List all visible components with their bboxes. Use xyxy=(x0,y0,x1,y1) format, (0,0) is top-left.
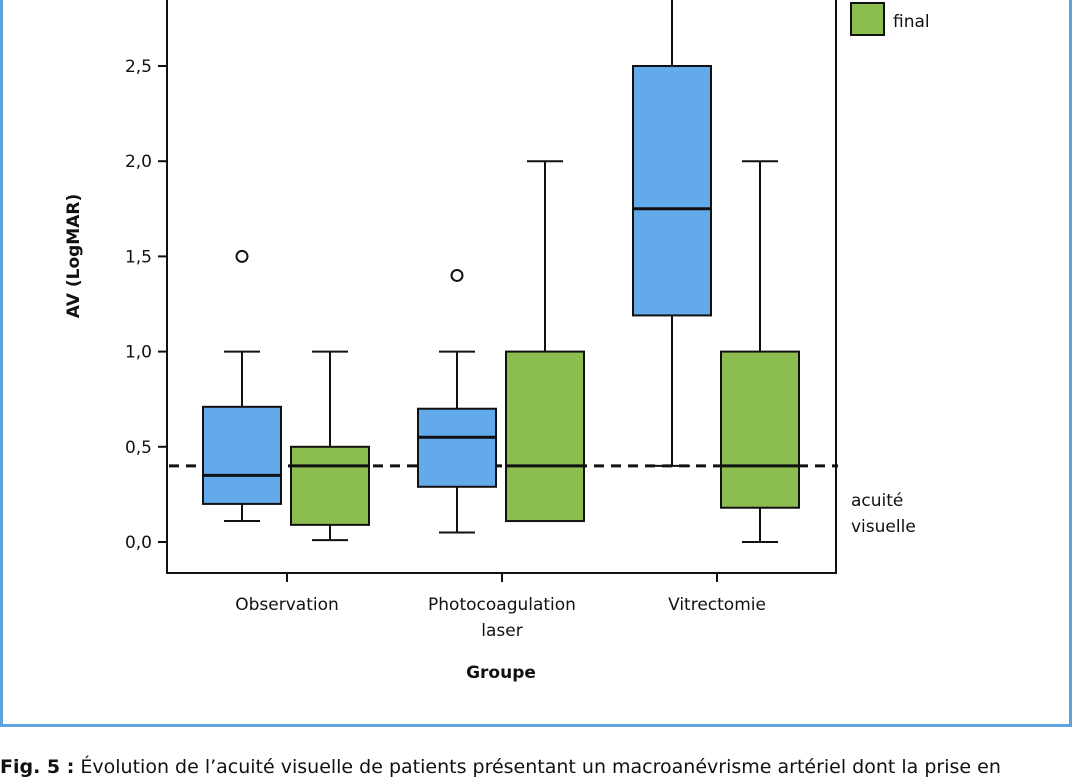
y-axis-title: AV (LogMAR) xyxy=(64,194,84,318)
x-tick-label: Vitrectomie xyxy=(668,595,766,615)
outlier-point xyxy=(235,249,249,263)
box-final-2 xyxy=(505,160,585,523)
x-axis-title: Groupe xyxy=(466,663,536,683)
caption-text: Évolution de l’acuité visuelle de patien… xyxy=(74,756,1001,778)
box-series1-3 xyxy=(632,0,712,467)
legend-label-final: final xyxy=(893,12,930,32)
y-tick-label: 2,5 xyxy=(125,57,152,77)
reference-label-line: visuelle xyxy=(851,517,916,537)
y-tick-label: 1,0 xyxy=(125,343,152,363)
x-tick-label-line: Vitrectomie xyxy=(668,595,766,615)
box-iqr xyxy=(417,407,497,488)
caption-prefix: Fig. 5 : xyxy=(0,756,75,778)
box-iqr xyxy=(505,350,585,523)
box-series1-2 xyxy=(417,268,497,534)
box-iqr xyxy=(632,65,712,317)
y-tick-label: 0,5 xyxy=(125,438,152,458)
y-tick-label: 2,0 xyxy=(125,152,152,172)
x-tick-label: Photocoagulation laser xyxy=(428,595,576,641)
x-tick-label: Observation xyxy=(235,595,339,615)
figure-frame xyxy=(0,0,1072,727)
figure-caption: Fig. 5 : Évolution de l’acuité visuelle … xyxy=(0,756,1072,778)
box-iqr xyxy=(720,350,800,509)
box-final-3 xyxy=(720,160,800,543)
box-series1-1 xyxy=(202,249,282,523)
boxplot-chart: acuité visuelle 0,0 0,5 1,0 1,5 2,0 2,5 Observ… xyxy=(64,0,930,683)
box-iqr xyxy=(290,445,370,526)
x-tick-label-line: Observation xyxy=(235,595,339,615)
reference-label-line: acuité xyxy=(851,491,903,511)
y-tick-label: 0,0 xyxy=(125,533,152,553)
outlier-point xyxy=(450,268,464,282)
y-tick-label: 1,5 xyxy=(125,247,152,267)
x-tick-label-line: Photocoagulation xyxy=(428,595,576,615)
x-tick-label-line: laser xyxy=(481,621,522,641)
legend-swatch-final xyxy=(850,2,885,36)
reference-label: acuité visuelle xyxy=(851,491,916,537)
box-iqr xyxy=(202,405,282,505)
box-final-1 xyxy=(290,350,370,542)
